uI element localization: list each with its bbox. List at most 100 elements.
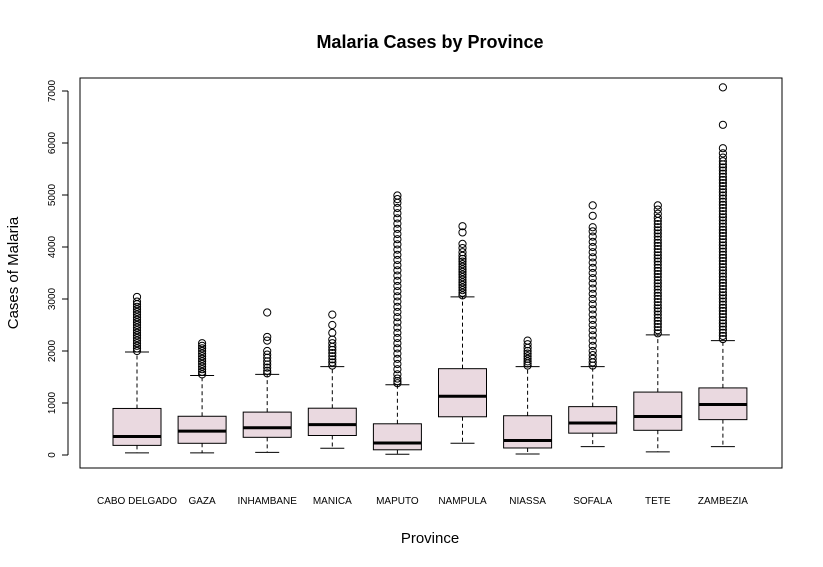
outlier-point <box>198 346 207 356</box>
x-tick-label: GAZA <box>188 496 216 507</box>
y-tick-label: 7000 <box>47 79 58 102</box>
outlier-point <box>458 248 467 257</box>
outlier-point <box>718 281 728 291</box>
outlier-point <box>393 245 402 254</box>
outlier-point <box>588 279 597 288</box>
outlier-point <box>718 235 728 244</box>
box-group <box>568 201 618 448</box>
outlier-point <box>263 308 272 317</box>
outlier-point <box>718 275 728 284</box>
outlier-point <box>653 319 662 329</box>
outlier-point <box>718 225 728 234</box>
outlier-point <box>653 241 662 251</box>
box-group <box>242 308 292 453</box>
outlier-point <box>653 298 662 307</box>
outlier-point <box>132 323 142 332</box>
outlier-point <box>718 207 728 216</box>
outlier-point <box>458 273 467 282</box>
outlier-point <box>132 313 142 322</box>
x-tick-label: NAMPULA <box>438 496 487 507</box>
outlier-point <box>718 328 728 337</box>
outlier-point <box>132 305 142 314</box>
y-tick-label: 0 <box>47 452 58 458</box>
outlier-point <box>718 325 728 334</box>
box-group <box>698 83 748 448</box>
outlier-point <box>653 282 662 291</box>
outlier-point <box>458 222 467 231</box>
outlier-point <box>653 294 662 304</box>
outlier-point <box>718 197 728 206</box>
outlier-point <box>198 367 207 376</box>
outlier-point <box>132 341 142 350</box>
outlier-point <box>132 292 142 302</box>
outlier-point <box>393 266 402 275</box>
x-axis-title: Province <box>401 530 459 547</box>
outlier-point <box>393 318 402 327</box>
outlier-point <box>653 263 662 272</box>
outlier-point <box>263 336 272 345</box>
outlier-point <box>718 238 728 247</box>
outlier-point <box>198 359 207 369</box>
outlier-point <box>198 341 207 350</box>
outlier-point <box>718 216 728 225</box>
outlier-point <box>523 352 532 361</box>
x-tick-label: MANICA <box>313 496 352 507</box>
outlier-point <box>653 257 662 266</box>
outlier-point <box>653 313 662 322</box>
outlier-point <box>653 232 662 241</box>
outlier-point <box>458 228 467 237</box>
plot-area <box>79 77 783 469</box>
outlier-point <box>588 289 597 298</box>
outlier-point <box>393 323 402 332</box>
x-tick-label: SOFALA <box>573 496 612 507</box>
outlier-point <box>718 244 728 253</box>
outlier-point <box>653 326 662 335</box>
outlier-point <box>718 266 728 275</box>
outlier-point <box>132 339 142 348</box>
outlier-point <box>718 231 728 241</box>
outlier-point <box>393 276 402 285</box>
y-tick-label: 6000 <box>47 131 58 154</box>
outlier-point <box>718 285 728 294</box>
box-group <box>372 191 422 455</box>
outlier-point <box>718 172 728 181</box>
outlier-point <box>653 260 662 269</box>
outlier-point <box>393 235 402 244</box>
outlier-point <box>132 315 142 324</box>
outlier-point <box>198 339 207 348</box>
outlier-point <box>393 240 402 249</box>
outlier-point <box>393 261 402 270</box>
box-group <box>503 336 553 455</box>
outlier-point <box>718 157 728 166</box>
outlier-point <box>718 247 728 256</box>
outlier-point <box>718 256 728 266</box>
outlier-point <box>588 232 597 241</box>
outlier-point <box>653 285 662 294</box>
outlier-point <box>653 316 662 325</box>
outlier-point <box>718 316 728 325</box>
outlier-point <box>718 228 728 238</box>
outlier-point <box>458 288 467 297</box>
outlier-point <box>653 251 662 260</box>
outlier-point <box>328 310 337 319</box>
x-tick-label: CABO DELGADO <box>97 496 177 507</box>
box-group <box>177 339 227 454</box>
outlier-point <box>328 358 337 367</box>
outlier-point <box>718 191 728 200</box>
outlier-point <box>588 242 597 252</box>
box-group <box>307 310 357 449</box>
outlier-point <box>393 255 402 265</box>
outlier-point <box>588 253 597 262</box>
outlier-point <box>523 340 532 349</box>
outlier-point <box>653 213 662 222</box>
outlier-point <box>328 328 337 337</box>
outlier-point <box>588 284 597 293</box>
outlier-point <box>588 258 597 267</box>
outlier-point <box>393 209 402 218</box>
outlier-point <box>393 370 402 379</box>
outlier-point <box>588 310 597 319</box>
outlier-point <box>718 334 728 344</box>
outlier-point <box>588 248 597 257</box>
outlier-point <box>393 349 402 358</box>
